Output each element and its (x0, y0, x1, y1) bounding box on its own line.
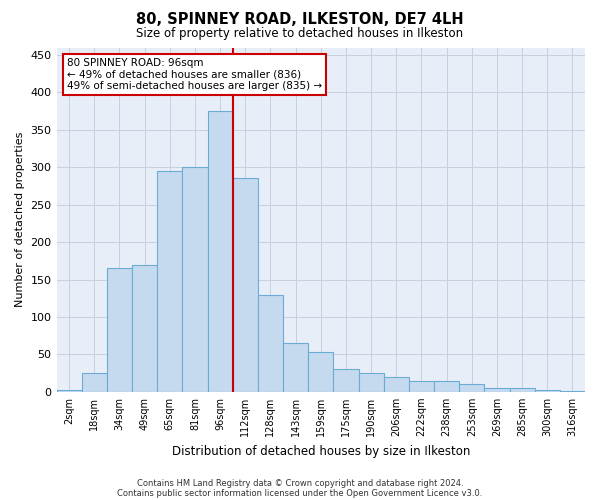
Bar (208, 111, 233, 392)
Bar (509, 388, 535, 392)
Bar (434, 380, 459, 392)
Bar (383, 377, 409, 392)
Bar (334, 370, 359, 392)
Bar (359, 373, 383, 392)
Text: Size of property relative to detached houses in Ilkeston: Size of property relative to detached ho… (136, 28, 464, 40)
Bar (308, 352, 334, 392)
Bar (484, 388, 509, 392)
X-axis label: Distribution of detached houses by size in Ilkeston: Distribution of detached houses by size … (172, 444, 470, 458)
Bar (560, 391, 585, 392)
Text: Contains HM Land Registry data © Crown copyright and database right 2024.: Contains HM Land Registry data © Crown c… (137, 478, 463, 488)
Bar (409, 380, 434, 392)
Bar (233, 178, 258, 392)
Bar (157, 171, 182, 392)
Bar (132, 264, 157, 392)
Bar (82, 373, 107, 392)
Bar (107, 268, 132, 392)
Bar (283, 343, 308, 392)
Y-axis label: Number of detached properties: Number of detached properties (15, 132, 25, 308)
Text: Contains public sector information licensed under the Open Government Licence v3: Contains public sector information licen… (118, 488, 482, 498)
Bar (258, 294, 283, 392)
Bar (182, 168, 208, 392)
Text: 80, SPINNEY ROAD, ILKESTON, DE7 4LH: 80, SPINNEY ROAD, ILKESTON, DE7 4LH (136, 12, 464, 28)
Bar (459, 384, 484, 392)
Text: 80 SPINNEY ROAD: 96sqm
← 49% of detached houses are smaller (836)
49% of semi-de: 80 SPINNEY ROAD: 96sqm ← 49% of detached… (67, 58, 322, 91)
Bar (535, 390, 560, 392)
Bar (56, 390, 82, 392)
